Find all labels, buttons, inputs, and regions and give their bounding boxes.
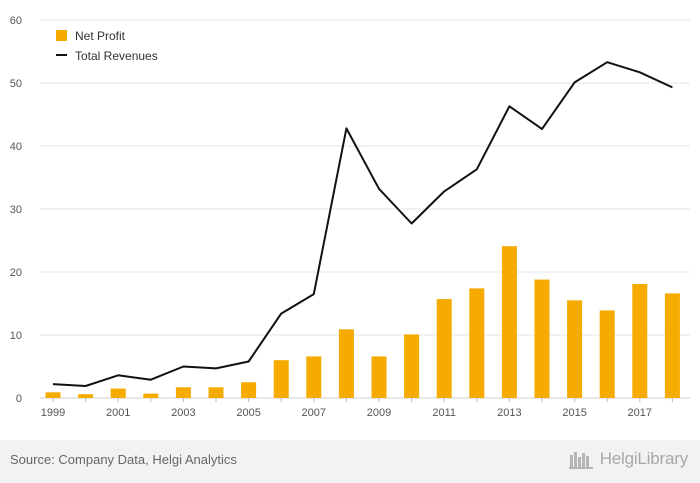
source-note: Source: Company Data, Helgi Analytics: [10, 452, 237, 467]
x-tick-label: 1999: [41, 407, 65, 419]
gridlines: [40, 19, 690, 399]
legend-swatch-net-profit: [56, 30, 67, 41]
y-tick-label: 40: [10, 141, 22, 153]
helgilibrary-logo: HelgiLibrary: [568, 449, 689, 469]
bar-net-profit: [599, 310, 615, 398]
legend: Net Profit Total Revenues: [56, 29, 158, 63]
x-tick-label: 2017: [628, 407, 652, 419]
x-tick-label: 2013: [497, 407, 521, 419]
total-revenues-line-group: [52, 61, 673, 387]
x-tick-label: 2001: [106, 407, 130, 419]
x-tick-label: 2011: [432, 407, 456, 419]
bar-net-profit: [436, 299, 452, 398]
total-revenues-line: [52, 61, 673, 387]
bar-net-profit: [371, 356, 387, 398]
y-axis-ticks: 0 10 20 30 40 50 60: [10, 15, 22, 405]
library-shelf-icon: [568, 452, 593, 469]
y-tick-label: 60: [10, 15, 22, 27]
y-tick-label: 50: [10, 78, 22, 90]
bar-net-profit: [664, 293, 680, 398]
bar-net-profit: [143, 393, 159, 398]
y-tick-label: 20: [10, 267, 22, 279]
x-axis-ticks: 1999 2001 2003 2005 2007 2009 2011 2013 2015 2017: [41, 398, 673, 419]
bar-net-profit: [469, 288, 485, 398]
bar-net-profit: [175, 387, 191, 398]
bar-net-profit: [273, 360, 289, 398]
bar-net-profit: [241, 382, 257, 398]
bar-net-profit: [501, 246, 517, 398]
bar-net-profit: [567, 300, 583, 398]
bar-net-profit: [534, 279, 550, 398]
x-tick-label: 2009: [367, 407, 391, 419]
net-profit-bars: [45, 246, 680, 398]
bar-net-profit: [208, 387, 224, 398]
chart-svg: 0 10 20 30 40 50 60 1999 2001 2003 2005 2007 2009 20…: [10, 15, 690, 419]
y-tick-label: 0: [16, 393, 22, 405]
bar-net-profit: [306, 356, 322, 398]
x-tick-label: 2005: [236, 407, 260, 419]
x-tick-label: 2015: [562, 407, 586, 419]
chart-area: 0 10 20 30 40 50 60 1999 2001 2003 2005 2007 2009 20…: [10, 15, 690, 419]
bar-net-profit: [338, 329, 354, 398]
bar-net-profit: [45, 392, 61, 398]
bar-net-profit: [632, 283, 648, 398]
bar-net-profit: [110, 388, 126, 398]
bar-net-profit: [404, 334, 420, 398]
brand-name: HelgiLibrary: [599, 449, 689, 468]
y-tick-label: 30: [10, 204, 22, 216]
footer: Source: Company Data, Helgi Analytics He…: [0, 440, 700, 483]
legend-label-net-profit: Net Profit: [75, 29, 126, 43]
x-tick-label: 2003: [171, 407, 195, 419]
legend-label-total-revenues: Total Revenues: [75, 49, 158, 63]
x-tick-label: 2007: [302, 407, 326, 419]
bar-net-profit: [78, 394, 94, 398]
y-tick-label: 10: [10, 330, 22, 342]
